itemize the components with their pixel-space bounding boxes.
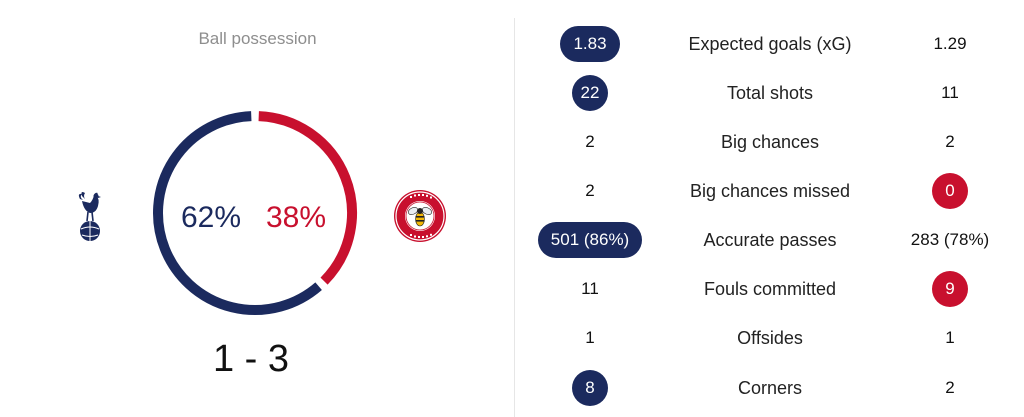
stat-label: Fouls committed [703,278,837,299]
stat-away-value: 11 [941,83,959,102]
stat-label: Total shots [726,82,814,103]
stat-row-fouls-committed: 11 Fouls committed 9 [515,269,1024,309]
stat-away-value: 283 (78%) [910,230,990,249]
stat-label: Big chances [720,131,820,152]
home-possession-value: 62% [181,201,242,234]
possession-panel: Ball possession 62% 38% [76,29,447,380]
stat-away-value: 2 [945,378,955,397]
stat-home-value: 2 [585,181,595,200]
stat-away-value: 9 [932,271,968,307]
stat-home-value: 22 [572,75,608,111]
stat-home-value: 8 [572,370,608,406]
stat-home-value: 1.83 [560,26,620,62]
stat-label: Corners [737,377,803,398]
stats-table: 1.83 Expected goals (xG) 1.29 22 Total s… [515,0,1024,417]
stat-row-big-chances: 2 Big chances 2 [515,122,1024,162]
stat-row-expected-goals: 1.83 Expected goals (xG) 1.29 [515,24,1024,64]
stat-away-value: 1.29 [933,34,967,53]
panel-divider [514,18,515,417]
match-score: 1 - 3 [212,338,290,380]
stat-home-value: 501 (86%) [537,222,643,258]
stat-label: Big chances missed [689,180,851,201]
possession-donut [153,111,357,315]
stat-label: Accurate passes [703,229,837,250]
away-possession-arc [258,111,357,285]
stat-away-value: 2 [945,132,955,151]
possession-title: Ball possession [198,29,317,48]
stat-home-value: 1 [585,328,595,347]
stat-label: Expected goals (xG) [688,33,852,54]
stat-row-offsides: 1 Offsides 1 [515,318,1024,358]
stat-home-value: 2 [585,132,595,151]
stat-row-total-shots: 22 Total shots 11 [515,73,1024,113]
home-possession-arc [153,111,322,315]
away-possession-value: 38% [266,201,327,234]
stat-away-value: 1 [945,328,955,347]
tottenham-crest-icon [76,191,106,248]
brentford-crest-icon [393,189,447,248]
stat-home-value: 11 [581,279,599,298]
stat-away-value: 0 [932,173,968,209]
stat-row-accurate-passes: 501 (86%) Accurate passes 283 (78%) [515,220,1024,260]
stat-row-corners: 8 Corners 2 [515,368,1024,408]
stat-row-big-chances-missed: 2 Big chances missed 0 [515,171,1024,211]
stat-label: Offsides [737,327,803,348]
